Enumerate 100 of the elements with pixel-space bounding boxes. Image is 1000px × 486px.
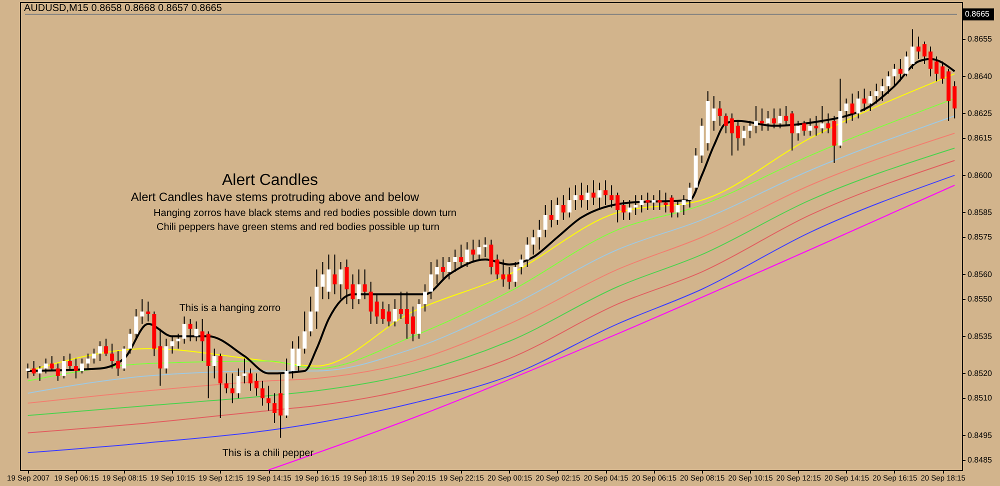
candlestick (549, 200, 554, 228)
candlestick (952, 80, 957, 119)
candlestick (790, 110, 794, 152)
candlestick (200, 318, 204, 362)
candlestick (140, 298, 144, 324)
candlestick (640, 194, 644, 213)
candlestick (748, 120, 752, 139)
candlestick (513, 262, 518, 288)
candlestick (646, 192, 650, 210)
candlestick (92, 348, 96, 364)
candlestick (134, 308, 138, 340)
candlestick (682, 194, 686, 216)
candlestick (212, 348, 216, 379)
candlestick (50, 356, 54, 372)
candlestick (224, 372, 228, 394)
candlestick (820, 106, 824, 134)
y-tick-label: 0.8535 (968, 332, 993, 341)
candlestick (874, 83, 878, 104)
candlestick (429, 262, 434, 300)
candlestick (561, 194, 566, 220)
candlestick (182, 316, 186, 344)
candlestick (86, 353, 90, 369)
candlestick (573, 184, 578, 210)
candlestick (254, 372, 258, 396)
candlestick (585, 184, 590, 210)
candlestick (616, 192, 620, 223)
candlestick (320, 262, 325, 300)
candlestick (248, 368, 252, 392)
candlestick (122, 346, 126, 372)
candlestick (194, 320, 198, 342)
candlestick (146, 301, 150, 322)
candlestick (471, 239, 476, 262)
candlestick (808, 118, 812, 136)
candlestick (164, 338, 168, 374)
candlestick (230, 372, 234, 404)
candlestick (555, 197, 560, 226)
y-tick-label: 0.8585 (968, 208, 993, 217)
y-tick-label: 0.8485 (968, 456, 993, 465)
y-tick-label: 0.8495 (968, 430, 993, 440)
candlestick (844, 98, 848, 124)
candlestick (392, 298, 397, 327)
candlestick (501, 259, 506, 288)
candlestick (598, 182, 602, 210)
candlestick (483, 236, 488, 258)
candlestick (350, 274, 355, 310)
candlestick (754, 106, 758, 134)
candlestick (453, 249, 458, 272)
candlestick (465, 242, 470, 268)
annotation: This is a chili pepper (222, 448, 314, 459)
candlestick (525, 236, 530, 268)
candlestick (308, 296, 313, 337)
candlestick (188, 318, 192, 342)
candlestick (652, 194, 656, 210)
y-tick-label: 0.8600 (968, 170, 993, 180)
candlestick (862, 88, 866, 112)
y-tick-label: 0.8520 (968, 368, 993, 378)
candlestick (718, 100, 722, 126)
candlestick (850, 93, 854, 122)
candlestick (236, 368, 240, 399)
candlestick (68, 353, 72, 372)
candlestick (688, 182, 692, 208)
candlestick (272, 392, 277, 424)
candlestick (489, 239, 494, 275)
candlestick (592, 180, 596, 206)
y-tick-label: 0.8550 (968, 294, 993, 304)
candlestick (676, 200, 680, 218)
candlestick (543, 204, 548, 238)
candlestick (886, 70, 890, 94)
candlestick (634, 194, 638, 216)
candlestick (441, 256, 446, 280)
candlestick (742, 125, 746, 146)
y-tick-label: 0.8615 (968, 134, 993, 143)
candlestick (356, 268, 361, 305)
candlestick (772, 108, 776, 129)
candlestick (537, 219, 542, 250)
candlestick (802, 120, 806, 136)
annotation: This is a hanging zorro (179, 303, 282, 314)
candlestick (110, 343, 114, 369)
candlestick (362, 268, 367, 300)
candlestick (724, 112, 728, 134)
candlestick (380, 301, 385, 324)
candlestick (826, 112, 830, 134)
ref-line-label: 0.8665 (965, 9, 990, 18)
annotation: Hanging zorros have black stems and red bodies possible down turn (154, 208, 456, 219)
candlestick (326, 254, 331, 300)
candlestick (266, 385, 271, 412)
chart-title: AUDUSD,M15 0.8658 0.8668 0.8657 0.8665 (24, 3, 222, 14)
candlestick (344, 259, 349, 305)
candlestick (868, 90, 872, 112)
candlestick (128, 328, 132, 354)
candlestick (260, 380, 265, 406)
candlestick (664, 192, 668, 213)
candlestick (856, 90, 860, 119)
candlestick (374, 294, 379, 324)
candlestick (447, 256, 452, 280)
y-tick-label: 0.8625 (968, 108, 993, 118)
candlestick (814, 115, 818, 136)
candlestick (435, 259, 440, 285)
candlestick (766, 110, 770, 132)
y-tick-label: 0.8510 (968, 394, 993, 403)
